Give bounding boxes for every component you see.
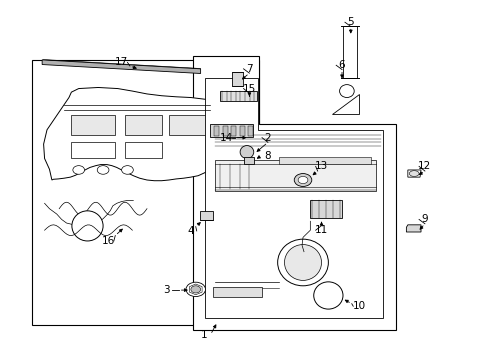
Text: 13: 13 [314, 161, 327, 171]
Bar [223, 126, 227, 135]
Ellipse shape [190, 286, 200, 293]
Text: 8: 8 [264, 150, 271, 161]
Polygon shape [331, 94, 358, 114]
Bar [215, 160, 375, 191]
Bar [199, 211, 213, 220]
Bar [214, 126, 219, 135]
Text: 9: 9 [421, 215, 427, 224]
Text: 7: 7 [245, 64, 252, 74]
Text: 3: 3 [163, 285, 169, 295]
Text: 6: 6 [338, 60, 345, 70]
Polygon shape [407, 170, 420, 177]
Text: 4: 4 [187, 226, 194, 236]
Text: 12: 12 [417, 161, 430, 171]
Bar [231, 126, 236, 135]
Bar [342, 26, 356, 78]
Ellipse shape [313, 282, 342, 309]
Text: 16: 16 [101, 236, 114, 246]
Ellipse shape [408, 171, 418, 176]
Ellipse shape [97, 166, 109, 174]
Ellipse shape [277, 239, 328, 286]
Text: 5: 5 [347, 17, 353, 27]
Ellipse shape [294, 174, 311, 186]
Ellipse shape [339, 85, 353, 98]
Ellipse shape [73, 166, 84, 174]
Polygon shape [42, 60, 200, 73]
Bar [168, 116, 205, 135]
Polygon shape [205, 78, 383, 318]
Ellipse shape [240, 145, 253, 158]
Text: 11: 11 [314, 225, 327, 235]
Text: 2: 2 [264, 133, 271, 143]
Ellipse shape [122, 166, 133, 174]
Text: 14: 14 [219, 133, 232, 143]
Bar [212, 287, 261, 297]
Bar [248, 126, 253, 135]
Bar [71, 142, 115, 158]
Bar [240, 126, 244, 135]
Bar [310, 201, 341, 218]
Ellipse shape [72, 211, 103, 241]
Text: 15: 15 [242, 84, 256, 94]
Polygon shape [406, 225, 420, 232]
Bar [71, 116, 115, 135]
Ellipse shape [185, 282, 205, 297]
Text: 17: 17 [115, 57, 128, 67]
Bar [231, 72, 242, 86]
Ellipse shape [298, 176, 307, 184]
Bar [244, 157, 254, 164]
Bar [32, 60, 259, 325]
Ellipse shape [284, 244, 321, 280]
Bar [220, 91, 256, 101]
Polygon shape [43, 87, 224, 181]
Bar [125, 116, 161, 135]
Text: 10: 10 [352, 301, 365, 311]
Polygon shape [193, 56, 395, 329]
Text: 1: 1 [201, 330, 207, 340]
Bar [210, 125, 253, 137]
Bar [278, 157, 370, 164]
Bar [125, 142, 161, 158]
